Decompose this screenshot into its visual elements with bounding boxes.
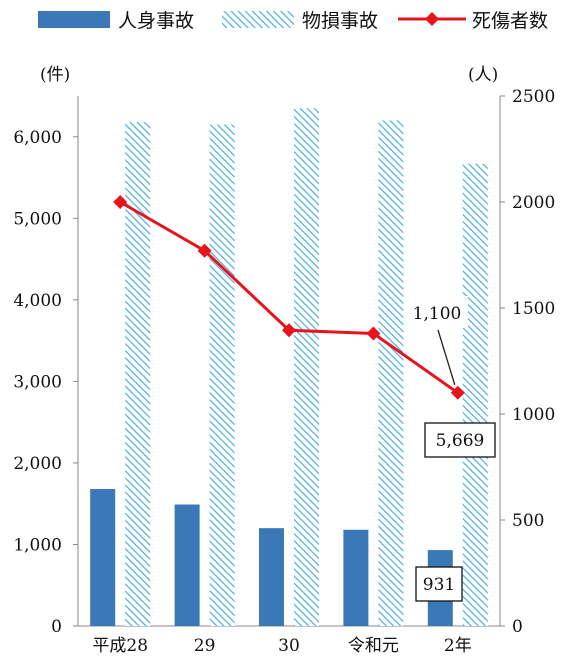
category-labels: 平成28 29 30 令和元 2年 — [92, 636, 471, 656]
bar-property — [210, 125, 235, 626]
left-tick-label: 6,000 — [13, 128, 62, 148]
right-tick-label: 1500 — [512, 299, 555, 319]
bar-property — [125, 122, 150, 626]
left-tick-label: 1,000 — [13, 535, 62, 555]
right-tick-label: 2000 — [512, 193, 555, 213]
legend-label-property: 物損事故 — [302, 10, 378, 32]
callout-injury: 931 — [423, 575, 455, 595]
bar-property — [378, 120, 403, 626]
left-tick-label: 0 — [51, 617, 62, 637]
right-axis-unit: (人) — [468, 65, 498, 85]
legend: 人身事故 物損事故 死傷者数 — [38, 10, 548, 32]
category-label: 29 — [194, 636, 216, 656]
callout-property: 5,669 — [436, 431, 485, 451]
callout-leader — [438, 330, 455, 385]
legend-label-injury: 人身事故 — [118, 10, 194, 32]
left-tick-label: 2,000 — [13, 454, 62, 474]
right-tick-labels: 0 500 1000 1500 2000 2500 — [500, 87, 555, 637]
category-label: 令和元 — [348, 636, 399, 656]
callout-casualties: 1,100 — [413, 304, 462, 324]
left-tick-label: 4,000 — [13, 291, 62, 311]
bar-injury — [175, 505, 200, 626]
bar-injury — [343, 530, 368, 626]
left-tick-label: 5,000 — [13, 209, 62, 229]
bar-property — [294, 108, 319, 626]
legend-label-casualties: 死傷者数 — [472, 10, 548, 32]
left-tick-label: 3,000 — [13, 372, 62, 392]
right-tick-label: 0 — [512, 617, 523, 637]
category-label: 2年 — [444, 636, 472, 656]
category-label: 30 — [278, 636, 300, 656]
legend-swatch-injury — [38, 11, 110, 28]
casualties-point — [113, 195, 127, 209]
left-axis-unit: (件) — [40, 65, 70, 85]
right-tick-label: 1000 — [512, 405, 555, 425]
legend-marker-casualties — [425, 12, 439, 26]
right-tick-label: 500 — [512, 511, 544, 531]
bar-injury — [259, 528, 284, 626]
legend-swatch-property — [222, 11, 294, 28]
bars — [90, 108, 488, 626]
right-tick-label: 2500 — [512, 87, 555, 107]
left-tick-labels: 0 1,000 2,000 3,000 4,000 5,000 6,000 — [13, 128, 78, 637]
bar-property — [463, 164, 488, 626]
bar-injury — [90, 489, 115, 626]
category-label: 平成28 — [92, 636, 148, 656]
